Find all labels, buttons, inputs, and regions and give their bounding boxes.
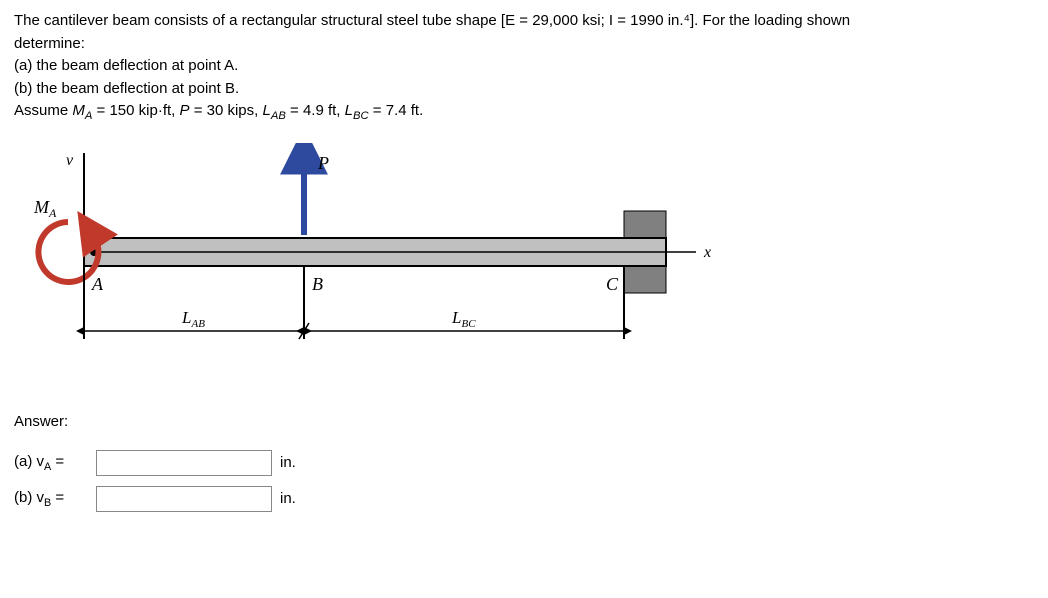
P-sym: P — [180, 102, 190, 119]
answer-b-prefix: (b) v — [14, 489, 44, 506]
svg-text:P: P — [317, 153, 329, 173]
answer-a-unit: in. — [280, 454, 296, 471]
answer-row-b: (b) vB = in. — [14, 486, 1034, 512]
answer-a-eq: = — [51, 453, 64, 470]
answer-heading: Answer: — [14, 413, 1034, 430]
LBC-sub: BC — [353, 110, 369, 122]
LBC-sym: L — [345, 102, 353, 119]
answer-b-input[interactable] — [96, 486, 272, 512]
LAB-sym: L — [263, 102, 271, 119]
svg-text:C: C — [606, 274, 619, 294]
svg-text:v: v — [66, 152, 74, 169]
svg-text:LAB: LAB — [181, 308, 205, 330]
svg-text:B: B — [312, 274, 323, 294]
svg-text:A: A — [91, 274, 104, 294]
problem-line1: The cantilever beam consists of a rectan… — [14, 10, 1034, 33]
MA-val: = 150 kip·ft, — [92, 102, 179, 119]
answer-a-input[interactable] — [96, 450, 272, 476]
answer-a-prefix: (a) v — [14, 453, 44, 470]
answer-b-lhs: (b) vB = — [14, 489, 96, 509]
svg-text:MA: MA — [33, 197, 57, 220]
LBC-val: = 7.4 ft. — [369, 102, 424, 119]
problem-line4: (b) the beam deflection at point B. — [14, 78, 1034, 101]
svg-text:LBC: LBC — [451, 308, 476, 330]
answer-row-a: (a) vA = in. — [14, 450, 1034, 476]
problem-line2: determine: — [14, 33, 1034, 56]
problem-assume: Assume MA = 150 kip·ft, P = 30 kips, LAB… — [14, 100, 1034, 125]
LAB-sub: AB — [271, 110, 286, 122]
beam-diagram: v x MA P A B C LAB LBC — [14, 143, 714, 403]
assume-prefix: Assume — [14, 102, 72, 119]
P-val: = 30 kips, — [190, 102, 263, 119]
LAB-val: = 4.9 ft, — [286, 102, 345, 119]
problem-line3: (a) the beam deflection at point A. — [14, 55, 1034, 78]
answer-section: Answer: (a) vA = in. (b) vB = in. — [14, 413, 1034, 512]
answer-b-unit: in. — [280, 490, 296, 507]
svg-text:x: x — [703, 244, 711, 261]
answer-b-eq: = — [51, 489, 64, 506]
problem-statement: The cantilever beam consists of a rectan… — [14, 10, 1034, 125]
answer-a-lhs: (a) vA = — [14, 453, 96, 473]
MA-sym: M — [72, 102, 85, 119]
